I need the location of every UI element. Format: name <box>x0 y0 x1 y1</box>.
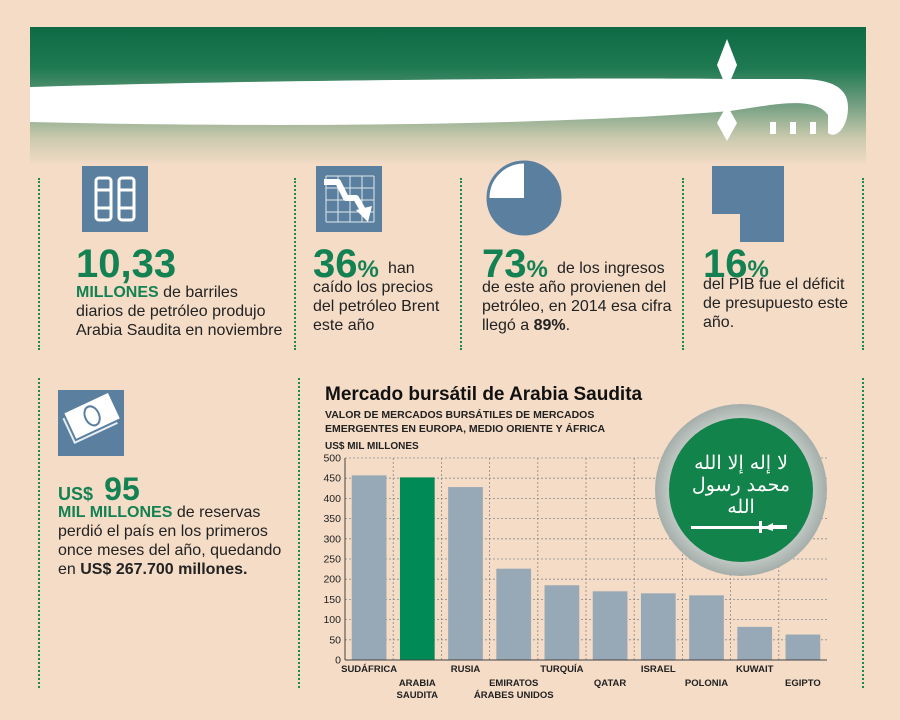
deficit-shape-icon <box>712 166 784 247</box>
reserves-text: de reservas perdió el país en los primer… <box>58 504 282 578</box>
money-bills-icon <box>58 390 124 456</box>
divider <box>294 178 296 350</box>
stat-revenue-2014: 89% <box>533 317 566 334</box>
reserves-currency: US$ <box>58 484 94 504</box>
y-tick-label: 350 <box>323 513 341 525</box>
stat-revenue-percent: % <box>526 256 548 283</box>
stat-barrels-value: 10,33 <box>76 242 177 286</box>
bar <box>496 568 532 660</box>
x-tick-label: ÁRABES UNIDOS <box>474 690 554 700</box>
x-tick-label: RUSIA <box>451 664 481 675</box>
bar <box>544 585 580 660</box>
stat-revenue-number: 73 <box>482 242 527 286</box>
x-tick-label: POLONIA <box>685 678 728 689</box>
y-tick-label: 150 <box>323 594 341 606</box>
oil-barrels-icon <box>82 166 148 232</box>
reserves-number: 95 <box>104 471 140 507</box>
y-tick-label: 500 <box>323 453 341 465</box>
falling-price-chart-icon <box>316 166 382 232</box>
reserves-unit: MIL MILLONES <box>58 504 173 521</box>
y-tick-label: 300 <box>323 533 341 545</box>
x-tick-label: TURQUÍA <box>540 664 583 675</box>
x-tick-label: EMIRATOS <box>489 678 538 689</box>
reserves-value: US$ 95 <box>58 467 140 514</box>
flag-sword-icon <box>691 521 787 533</box>
stat-deficit-value: 16% <box>703 244 769 290</box>
bar <box>640 593 676 660</box>
reserves-remaining: US$ 267.700 millones. <box>80 561 248 578</box>
stat-barrels-desc: MILLONES de barriles diarios de petróleo… <box>76 283 286 340</box>
y-tick-label: 250 <box>323 554 341 566</box>
x-tick-label: ARABIA <box>399 678 436 689</box>
stat-deficit-percent: % <box>747 256 769 283</box>
sword-icon <box>30 39 848 141</box>
bar <box>737 626 773 660</box>
divider <box>38 378 40 688</box>
divider <box>38 178 40 350</box>
x-tick-label: EGIPTO <box>785 678 821 689</box>
bar <box>592 591 628 660</box>
x-tick-label: SUDÁFRICA <box>341 664 397 675</box>
stat-revenue-text: de los ingresos de este año provienen de… <box>482 260 672 334</box>
flag-field: لا إله إلا الله محمد رسول الله <box>669 418 813 562</box>
y-tick-label: 0 <box>335 655 341 667</box>
stat-deficit-number: 16 <box>703 242 748 286</box>
x-tick-label: QATAR <box>594 678 627 689</box>
y-axis-label: US$ MIL MILLONES <box>325 441 419 452</box>
divider <box>862 178 864 350</box>
y-tick-label: 50 <box>329 634 341 646</box>
y-tick-label: 200 <box>323 574 341 586</box>
chart-title: Mercado bursátil de Arabia Saudita <box>325 384 643 405</box>
stat-brent-value: 36% <box>313 244 379 290</box>
stat-brent-percent: % <box>357 256 379 283</box>
reserves-desc: MIL MILLONES de reservas perdió el país … <box>58 503 293 579</box>
stat-deficit-desc: del PIB fue el déficit de presupuesto es… <box>703 276 848 331</box>
y-tick-label: 100 <box>323 614 341 626</box>
divider <box>682 178 684 350</box>
chart-subtitle: VALOR DE MERCADOS BURSÁTILES DE MERCADOS… <box>325 409 606 435</box>
flag-shahada: لا إله إلا الله محمد رسول الله <box>691 452 791 518</box>
bar <box>785 634 821 660</box>
stat-barrels-unit: MILLONES <box>76 284 159 301</box>
divider <box>862 378 864 688</box>
bar <box>448 487 483 660</box>
divider <box>298 378 300 688</box>
saudi-flag-icon: لا إله إلا الله محمد رسول الله <box>655 404 827 576</box>
stat-revenue-value: 73% <box>482 244 548 290</box>
stat-revenue-end: . <box>565 317 571 334</box>
bar <box>399 477 435 660</box>
bar <box>689 595 724 660</box>
bar <box>351 475 387 660</box>
stat-revenue-desc: de los ingresos de este año provienen de… <box>482 259 682 335</box>
x-tick-label: SAUDITA <box>397 690 439 700</box>
header-banner <box>30 27 866 165</box>
stat-barrels-text: de barriles diarios de petróleo produjo … <box>76 284 283 339</box>
stat-brent-number: 36 <box>313 242 358 286</box>
y-tick-label: 400 <box>323 493 341 505</box>
x-tick-label: ISRAEL <box>641 664 676 675</box>
divider <box>460 178 462 350</box>
pie-chart-icon <box>484 158 564 243</box>
stat-brent-desc: han caído los precios del petróleo Brent… <box>313 260 440 334</box>
x-tick-label: KUWAIT <box>736 664 774 675</box>
y-tick-label: 450 <box>323 473 341 485</box>
